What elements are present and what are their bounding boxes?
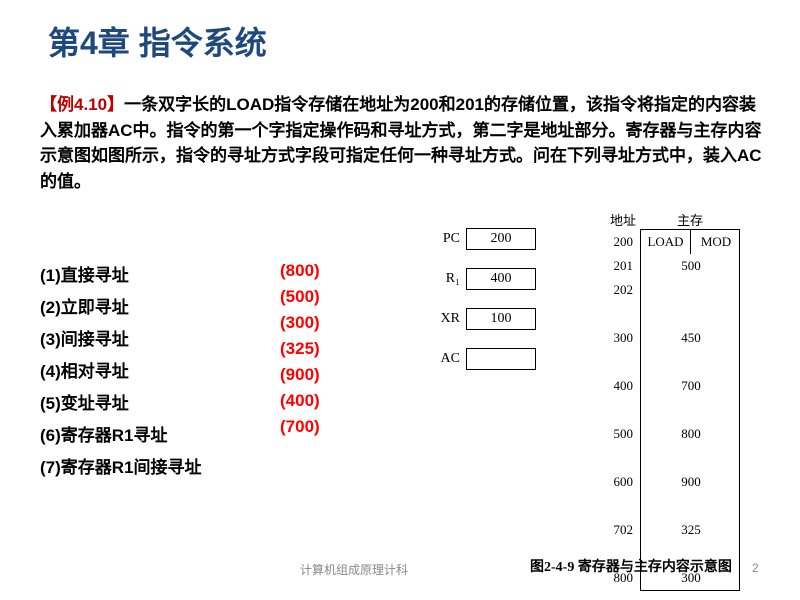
memory-address: 201 [603, 254, 637, 278]
registers-block: PC 200 R₁ 400 XR 100 AC [432, 228, 536, 388]
list-item: (5)变址寻址 [40, 388, 202, 420]
register-row: XR 100 [432, 308, 536, 330]
memory-address: 202 [603, 278, 637, 302]
memory-diagram: 地址 主存 200LOADMOD201500202300450400700500… [606, 210, 740, 591]
memory-address [603, 302, 637, 326]
answers-column: (800) (500) (300) (325) (900) (400) (700… [280, 258, 320, 440]
answer: (900) [280, 362, 320, 388]
page-number: 2 [752, 561, 759, 575]
example-text: 一条双字长的LOAD指令存储在地址为200和201的存储位置，该指令将指定的内容… [40, 95, 762, 191]
list-item: (6)寄存器R1寻址 [40, 420, 202, 452]
figure-caption: 图2-4-9 寄存器与主存内容示意图 [530, 556, 732, 576]
memory-header-addr: 地址 [606, 210, 640, 229]
memory-address: 500 [603, 422, 637, 446]
memory-cell: LOADMOD [641, 230, 741, 254]
list-item: (4)相对寻址 [40, 356, 202, 388]
memory-address: 300 [603, 326, 637, 350]
register-value: 200 [466, 228, 536, 250]
answer: (800) [280, 258, 320, 284]
footer-text: 计算机组成原理计科 [300, 561, 408, 578]
memory-cell [641, 278, 741, 302]
memory-address: 600 [603, 470, 637, 494]
list-item: (2)立即寻址 [40, 292, 202, 324]
memory-cell: 450 [641, 326, 741, 350]
register-label: R₁ [432, 271, 466, 287]
answer: (500) [280, 284, 320, 310]
memory-address [603, 350, 637, 374]
answer: (300) [280, 310, 320, 336]
list-item: (3)间接寻址 [40, 324, 202, 356]
answer: (325) [280, 336, 320, 362]
register-label: XR [432, 311, 466, 327]
example-paragraph: 【例4.10】一条双字长的LOAD指令存储在地址为200和201的存储位置，该指… [0, 64, 800, 194]
list-item: (7)寄存器R1间接寻址 [40, 452, 202, 484]
memory-cell: 325 [641, 518, 741, 542]
memory-address: 702 [603, 518, 637, 542]
register-value: 100 [466, 308, 536, 330]
register-label: AC [432, 351, 466, 367]
register-value [466, 348, 536, 370]
slide-title: 第4章 指令系统 [0, 0, 800, 64]
addressing-list: (1)直接寻址 (2)立即寻址 (3)间接寻址 (4)相对寻址 (5)变址寻址 … [40, 260, 202, 484]
memory-address: 200 [603, 230, 637, 254]
list-item: (1)直接寻址 [40, 260, 202, 292]
register-row: AC [432, 348, 536, 370]
memory-address [603, 398, 637, 422]
memory-cell [641, 494, 741, 518]
register-row: PC 200 [432, 228, 536, 250]
memory-cell [641, 302, 741, 326]
memory-cell: 900 [641, 470, 741, 494]
register-label: PC [432, 231, 466, 247]
memory-address [603, 446, 637, 470]
memory-cell: 700 [641, 374, 741, 398]
memory-header-mem: 主存 [640, 210, 740, 229]
memory-cell [641, 350, 741, 374]
register-value: 400 [466, 268, 536, 290]
memory-address: 400 [603, 374, 637, 398]
memory-cell [641, 398, 741, 422]
register-row: R₁ 400 [432, 268, 536, 290]
example-tag: 【例4.10】 [40, 95, 124, 114]
answer: (700) [280, 414, 320, 440]
memory-cell [641, 446, 741, 470]
memory-address [603, 494, 637, 518]
memory-cell: 500 [641, 254, 741, 278]
answer: (400) [280, 388, 320, 414]
memory-cell: 800 [641, 422, 741, 446]
